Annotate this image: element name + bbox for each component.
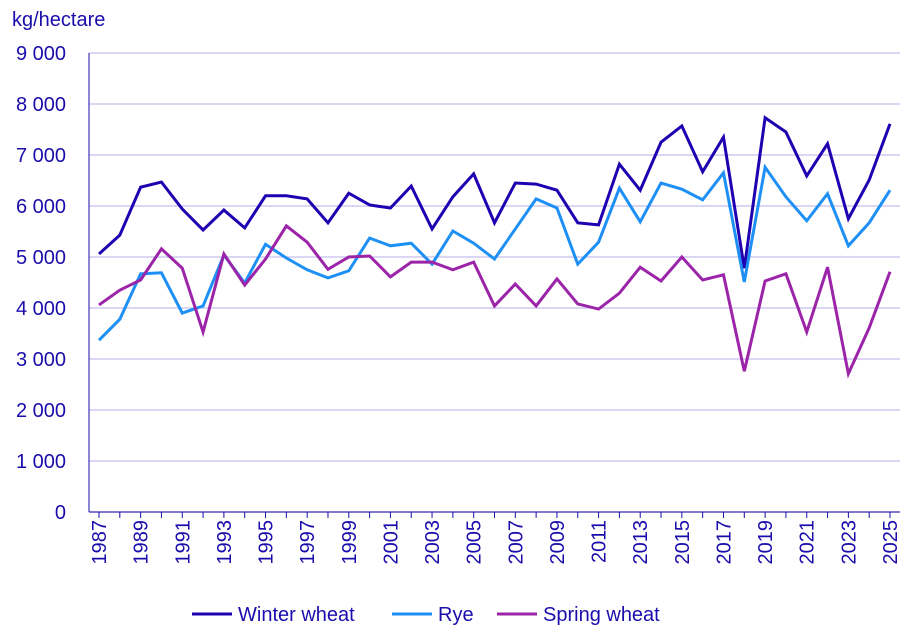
x-tick-label: 2011	[589, 520, 611, 563]
x-tick-label: 2019	[755, 520, 777, 565]
series-line-spring-wheat	[98, 223, 892, 379]
y-tick-label: 0	[55, 502, 66, 524]
y-tick-label: 9 000	[16, 43, 66, 65]
y-tick-label: 6 000	[16, 196, 66, 218]
x-tick-label: 1989	[131, 520, 153, 565]
x-tick-label: 2005	[464, 520, 486, 565]
x-tick-label: 2017	[713, 520, 735, 565]
legend-label: Spring wheat	[543, 604, 660, 626]
x-tick-label: 1991	[172, 520, 194, 565]
series-line-winter-wheat	[97, 115, 892, 269]
x-tick-label: 1995	[256, 520, 278, 565]
y-axis-label: kg/hectare	[12, 9, 105, 31]
x-tick-label: 2021	[797, 520, 819, 565]
x-tick-label: 2023	[838, 520, 860, 565]
x-tick-label: 1993	[214, 520, 236, 565]
x-tick-label: 1999	[339, 520, 361, 565]
y-tick-label: 8 000	[16, 94, 66, 116]
legend-label: Rye	[438, 604, 474, 626]
x-tick-label: 2013	[630, 520, 652, 565]
x-tick-label: 2025	[880, 520, 902, 565]
y-tick-label: 4 000	[16, 298, 66, 320]
y-tick-label: 7 000	[16, 145, 66, 167]
x-tick-label: 1987	[89, 520, 111, 565]
y-tick-label: 1 000	[16, 451, 66, 473]
y-tick-label: 2 000	[16, 400, 66, 422]
y-tick-label: 5 000	[16, 247, 66, 269]
x-tick-label: 1997	[297, 520, 319, 565]
x-tick-label: 2003	[422, 520, 444, 565]
x-tick-label: 2007	[505, 520, 527, 565]
y-tick-label: 3 000	[16, 349, 66, 371]
x-tick-label: 2015	[672, 520, 694, 565]
x-tick-label: 2001	[380, 520, 402, 565]
series-line-rye	[97, 163, 892, 342]
x-tick-label: 2009	[547, 520, 569, 565]
legend-label: Winter wheat	[238, 604, 355, 626]
